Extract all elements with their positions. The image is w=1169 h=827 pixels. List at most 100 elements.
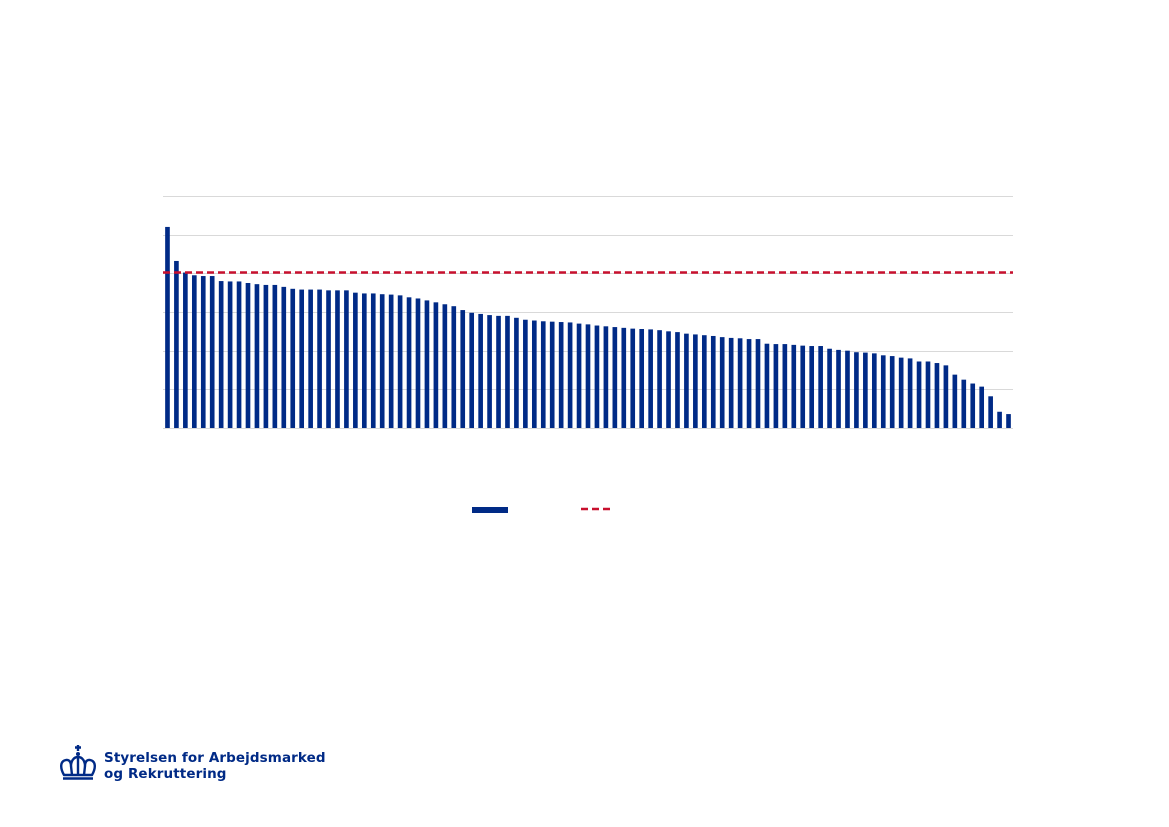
bar — [997, 411, 1002, 428]
bar — [755, 339, 761, 428]
agency-name-line-1: Styrelsen for Arbejdsmarked — [104, 750, 326, 766]
bar — [335, 290, 340, 428]
bar — [299, 289, 305, 428]
bar — [183, 272, 188, 428]
bar — [594, 325, 600, 428]
bar — [460, 310, 466, 428]
bar — [728, 337, 734, 428]
legend-series-swatch — [472, 507, 508, 513]
bar — [174, 260, 179, 428]
bar — [353, 292, 358, 428]
bar — [880, 355, 886, 428]
bar — [281, 286, 287, 428]
bar — [496, 315, 501, 428]
chart-legend — [472, 507, 614, 513]
bar — [514, 317, 519, 428]
bar — [245, 283, 251, 428]
bar — [290, 288, 296, 428]
bar — [424, 300, 430, 428]
agency-logo: Styrelsen for Arbejdsmarked og Rekrutter… — [58, 744, 328, 786]
bar — [657, 330, 662, 428]
bar — [344, 290, 349, 428]
bar — [970, 383, 976, 428]
bar — [693, 334, 698, 428]
bar — [218, 281, 224, 428]
bar — [326, 290, 331, 428]
bar — [505, 315, 510, 428]
bar — [845, 350, 850, 428]
bar — [1006, 414, 1011, 428]
bar — [800, 345, 806, 428]
bar — [710, 335, 716, 428]
bar — [916, 361, 922, 428]
bar — [567, 322, 573, 428]
bar — [549, 321, 555, 428]
bar — [791, 344, 797, 428]
bar — [209, 276, 215, 428]
bar — [827, 348, 832, 428]
bar — [388, 294, 394, 428]
bar — [818, 346, 823, 428]
bar — [487, 315, 492, 428]
bar — [263, 284, 269, 428]
bar — [952, 374, 958, 428]
bar — [603, 326, 609, 428]
bar — [889, 356, 895, 428]
bar — [934, 363, 940, 428]
bar — [585, 324, 591, 428]
bar — [943, 365, 949, 428]
crown-icon — [60, 745, 96, 780]
bar — [317, 289, 322, 428]
bar — [961, 379, 967, 428]
bar — [675, 332, 680, 428]
bar — [361, 293, 367, 428]
bar — [701, 335, 707, 428]
bar — [415, 298, 421, 428]
bar — [621, 327, 627, 428]
bar — [898, 357, 904, 428]
bar — [442, 304, 448, 428]
agency-name: Styrelsen for Arbejdsmarked og Rekrutter… — [104, 750, 326, 782]
bar — [684, 333, 689, 428]
bar — [236, 281, 242, 428]
bar — [227, 281, 233, 428]
bar — [451, 306, 457, 428]
bar — [764, 343, 770, 428]
bar — [746, 339, 752, 428]
bar — [719, 337, 725, 428]
bar — [254, 284, 260, 428]
bar — [200, 276, 206, 428]
bar — [979, 386, 985, 428]
bar — [478, 313, 483, 428]
bar — [863, 352, 868, 428]
bar — [630, 328, 636, 428]
bar — [988, 396, 993, 428]
bar — [648, 329, 653, 428]
bar — [191, 275, 197, 428]
bar — [469, 312, 475, 428]
bar — [782, 344, 788, 428]
bar — [737, 338, 743, 428]
bar — [523, 319, 528, 428]
bar — [433, 302, 439, 428]
bar — [540, 321, 546, 428]
bar — [666, 331, 671, 428]
bar — [272, 284, 278, 428]
bar — [558, 322, 564, 428]
bar — [925, 361, 931, 428]
bar — [165, 226, 170, 428]
bar — [871, 353, 877, 428]
chart-bars — [165, 226, 1011, 428]
bar — [854, 352, 859, 428]
bar — [809, 346, 815, 428]
bar — [379, 294, 385, 428]
agency-name-line-2: og Rekruttering — [104, 766, 227, 782]
bar — [576, 323, 582, 428]
bar — [639, 329, 645, 428]
bar — [370, 293, 376, 428]
bar — [531, 320, 537, 428]
bar — [773, 344, 779, 428]
bar — [397, 295, 403, 428]
bar — [406, 297, 412, 428]
